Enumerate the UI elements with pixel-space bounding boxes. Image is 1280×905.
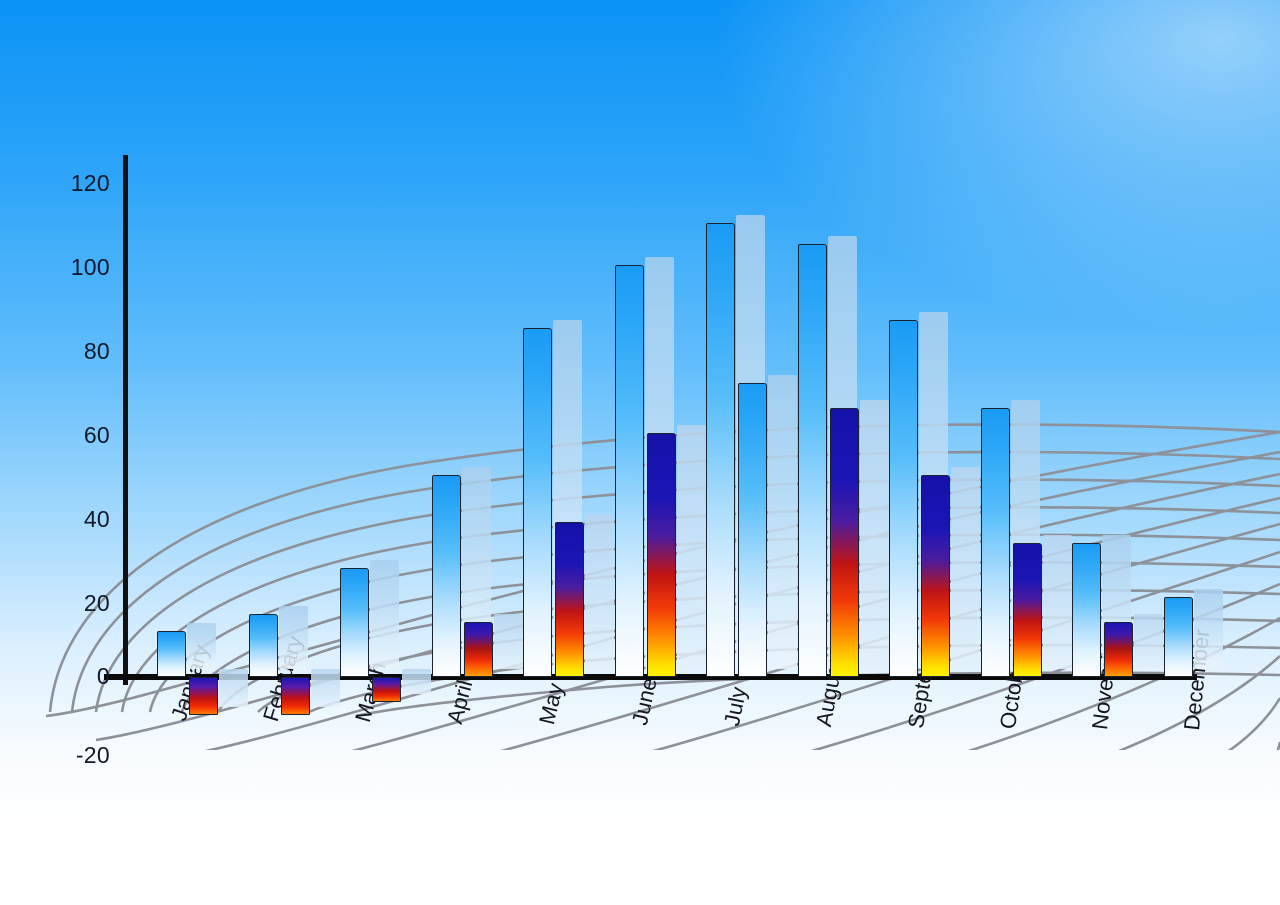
bar-august-series2[interactable] xyxy=(829,408,859,677)
bar-july-series1-fill xyxy=(706,223,735,677)
x-label-june: June xyxy=(626,675,662,728)
x-axis-line xyxy=(104,674,1197,680)
bar-december-series1-fill xyxy=(1163,597,1193,677)
bar-march-series1-fill xyxy=(340,567,369,677)
bar-january-series1-depth xyxy=(187,622,216,669)
bar-february-series2-fill xyxy=(280,677,310,715)
bar-november-series2-depth xyxy=(1134,614,1163,669)
x-label-may: May xyxy=(534,680,569,727)
bar-november-series2-fill xyxy=(1104,622,1133,677)
bar-january-series2-fill xyxy=(189,677,218,715)
y-tick-40: 40 xyxy=(83,506,110,532)
bar-march-series1-depth xyxy=(370,559,399,669)
x-label-april: April xyxy=(442,677,478,726)
bar-january-series1-fill xyxy=(157,630,186,677)
bar-april-series2-depth xyxy=(493,614,523,669)
bar-june-series2-fill xyxy=(646,433,676,677)
bar-april-series1[interactable] xyxy=(431,475,461,677)
y-tick-60: 60 xyxy=(83,422,110,448)
bar-october-series2[interactable] xyxy=(1012,542,1042,677)
bar-april-series2-fill xyxy=(463,622,493,677)
bar-february-series1[interactable] xyxy=(248,614,278,677)
bar-september-series2-depth xyxy=(951,467,980,669)
y-axis-line xyxy=(123,155,128,685)
bar-july-series2-fill xyxy=(738,383,767,677)
bar-november-series1-fill xyxy=(1072,542,1101,677)
bar-june-series1-fill xyxy=(614,265,644,677)
bar-august-series2-depth xyxy=(859,400,889,669)
bar-january-series1[interactable] xyxy=(157,630,186,677)
bar-february-series1-depth xyxy=(278,606,308,669)
bar-november-series2[interactable] xyxy=(1104,622,1133,677)
bar-april-series1-fill xyxy=(431,475,461,677)
bar-january-series2-depth xyxy=(219,669,248,707)
bar-july-series1[interactable] xyxy=(706,223,735,677)
bar-march-series2-depth xyxy=(402,669,431,695)
bar-august-series1-fill xyxy=(797,244,827,677)
bar-may-series2[interactable] xyxy=(555,521,584,677)
bar-july-series2[interactable] xyxy=(738,383,767,677)
bar-september-series1[interactable] xyxy=(889,320,918,677)
bar-february-series2-depth xyxy=(310,669,340,707)
y-tick-120: 120 xyxy=(70,170,110,196)
bar-november-series1[interactable] xyxy=(1072,542,1101,677)
bar-march-series2[interactable] xyxy=(372,677,401,703)
bar-may-series1[interactable] xyxy=(523,328,552,677)
bar-june-series2-depth xyxy=(676,425,706,669)
bar-may-series2-fill xyxy=(555,521,584,677)
y-tick-80: 80 xyxy=(83,338,110,364)
bar-august-series1[interactable] xyxy=(797,244,827,677)
y-tick-0: 0 xyxy=(96,663,110,689)
bar-october-series2-depth xyxy=(1042,534,1072,669)
bar-march-series1[interactable] xyxy=(340,567,369,677)
bar-august-series2-fill xyxy=(829,408,859,677)
y-tick-20: 20 xyxy=(83,590,110,616)
bar-october-series2-fill xyxy=(1012,542,1042,677)
bar-december-series1[interactable] xyxy=(1163,597,1193,677)
bar-january-series2[interactable] xyxy=(189,677,218,715)
bar-may-series1-fill xyxy=(523,328,552,677)
bar-may-series2-depth xyxy=(585,513,614,669)
y-tick-minus20: -20 xyxy=(75,742,110,768)
bar-december-series1-depth xyxy=(1193,589,1223,669)
bar-april-series2[interactable] xyxy=(463,622,493,677)
x-label-july: July xyxy=(718,684,751,729)
bar-july-series2-depth xyxy=(768,375,797,669)
bar-february-series1-fill xyxy=(248,614,278,677)
bar-september-series2[interactable] xyxy=(921,475,950,677)
bar-october-series1-fill xyxy=(980,408,1010,677)
bar-october-series1[interactable] xyxy=(980,408,1010,677)
bar-september-series1-fill xyxy=(889,320,918,677)
bar-september-series2-fill xyxy=(921,475,950,677)
bar-march-series2-fill xyxy=(372,677,401,703)
y-tick-100: 100 xyxy=(70,254,110,280)
bar-june-series2[interactable] xyxy=(646,433,676,677)
bar-february-series2[interactable] xyxy=(280,677,310,715)
bar-june-series1[interactable] xyxy=(614,265,644,677)
